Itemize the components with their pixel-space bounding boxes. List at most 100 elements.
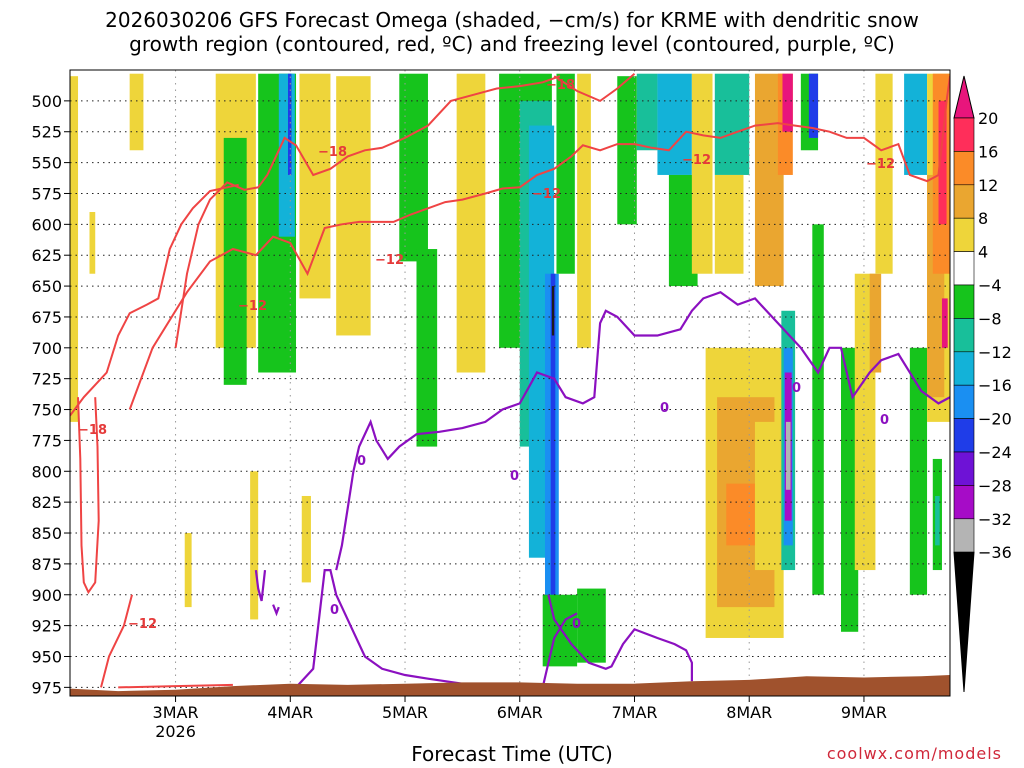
colorbar-swatch <box>953 117 975 152</box>
y-tick-label: 925 <box>31 617 62 636</box>
y-tick-label: 525 <box>31 123 62 142</box>
omega-shade-cell <box>636 73 658 151</box>
x-tick-label: 8MAR <box>726 703 772 722</box>
colorbar-swatch <box>953 251 975 286</box>
y-axis: 500 525 550 575 600 625 650 675 700 725 750 775 800 8… <box>31 92 70 697</box>
omega-shade-cell <box>129 73 144 151</box>
y-tick-label: 750 <box>31 401 62 420</box>
omega-shade-cell <box>250 471 259 620</box>
chart-title: 2026030206 GFS Forecast Omega (shaded, −… <box>0 8 1024 56</box>
colorbar-label: −28 <box>978 476 1012 495</box>
contour-label-purple: 0 <box>880 413 889 428</box>
colorbar-bottom-arrow <box>953 551 975 693</box>
colorbar-swatch <box>953 518 975 553</box>
colorbar-label: 16 <box>978 142 998 161</box>
contour-label-red: −18 <box>546 78 575 93</box>
contour-label-red: −12 <box>375 253 404 268</box>
omega-shade-cell <box>551 286 555 336</box>
y-tick-label: 725 <box>31 370 62 389</box>
contour-labels: −18 −18 −18 −12 −12 −12 −12 −12 −12 0 0 … <box>78 78 895 632</box>
terrain <box>70 675 950 696</box>
omega-shading <box>70 73 950 667</box>
colorbar-label: −16 <box>978 376 1012 395</box>
x-tick-label: 5MAR <box>382 703 428 722</box>
omega-shade-cell <box>657 73 692 175</box>
y-tick-label: 700 <box>31 339 62 358</box>
colorbar-label: 20 <box>978 109 998 128</box>
colorbar-swatch <box>953 318 975 353</box>
omega-shade-cell <box>550 273 556 595</box>
contours <box>70 72 950 690</box>
x-tick-label: 4MAR <box>267 703 313 722</box>
x-tick-label: 3MAR <box>153 703 199 722</box>
y-tick-label: 575 <box>31 184 62 203</box>
omega-shade-cell <box>399 73 428 262</box>
colorbar-swatch <box>953 284 975 319</box>
freezing-level-contour-purple <box>335 290 950 571</box>
y-tick-label: 825 <box>31 493 62 512</box>
freezing-level-contour-purple <box>254 569 267 602</box>
x-tick-label: 7MAR <box>611 703 657 722</box>
contour-label-purple: 0 <box>330 603 339 618</box>
x-tick-label: 6MAR <box>497 703 543 722</box>
omega-shade-cell <box>301 495 311 583</box>
omega-shade-cell <box>70 76 79 422</box>
colorbar-swatch <box>953 351 975 386</box>
y-tick-label: 900 <box>31 586 62 605</box>
colorbar-swatch <box>953 184 975 219</box>
contour-label-red: −18 <box>78 423 107 438</box>
freezing-level-contour-purple <box>295 569 486 689</box>
y-tick-label: 775 <box>31 431 62 450</box>
omega-shade-cell <box>577 588 606 663</box>
colorbar-label: −20 <box>978 410 1012 429</box>
omega-shade-cell <box>416 249 438 447</box>
omega-shade-cell <box>782 73 793 132</box>
freezing-level-contour-purple <box>541 612 578 688</box>
terrain-fill <box>70 675 950 696</box>
omega-shade-cell <box>299 73 331 299</box>
colorbar-swatch <box>953 418 975 453</box>
y-tick-label: 600 <box>31 215 62 234</box>
contour-label-red: −12 <box>128 617 157 632</box>
x-tick-sublabel: 2026 <box>155 722 196 741</box>
dgz-contour-red <box>118 683 233 689</box>
omega-shade-cell <box>617 76 637 225</box>
colorbar-label: 12 <box>978 176 998 195</box>
x-tick-label: 9MAR <box>841 703 887 722</box>
y-tick-label: 800 <box>31 462 62 481</box>
omega-shade-cell <box>785 421 791 490</box>
colorbar-label: 8 <box>978 209 988 228</box>
colorbar-swatch <box>953 151 975 186</box>
x-axis-title: Forecast Time (UTC) <box>411 742 613 766</box>
omega-shade-cell <box>841 347 859 632</box>
omega-shade-cell <box>935 495 940 546</box>
colorbar-label: 4 <box>978 243 988 262</box>
freezing-level-contour-purple <box>547 594 693 682</box>
omega-shade-cell <box>223 137 247 385</box>
omega-shade-cell <box>726 483 755 546</box>
y-tick-label: 850 <box>31 524 62 543</box>
contour-label-red: −12 <box>682 153 711 168</box>
colorbar-label: −12 <box>978 343 1012 362</box>
omega-shade-cell <box>938 100 947 225</box>
y-tick-label: 650 <box>31 277 62 296</box>
colorbar-label: −4 <box>978 276 1002 295</box>
omega-shade-cell <box>89 211 96 274</box>
contour-label-purple: 0 <box>792 381 801 396</box>
contour-label-purple: 0 <box>660 401 669 416</box>
omega-shade-cell <box>714 73 750 175</box>
omega-shade-cell <box>336 76 371 336</box>
plot-area: −18 −18 −18 −12 −12 −12 −12 −12 −12 0 0 … <box>69 69 951 697</box>
dgz-contour-red <box>128 76 950 410</box>
chart-title-line-1: 2026030206 GFS Forecast Omega (shaded, −… <box>105 8 919 32</box>
colorbar-label: −36 <box>978 543 1012 562</box>
dgz-contour-red <box>100 594 133 688</box>
colorbar-swatch <box>953 384 975 419</box>
omega-shade-cell <box>691 73 713 274</box>
colorbar-legend: 20 16 12 8 4 −4 −8 −12 −16 −20 −24 −28 −32 −36 <box>953 75 1012 693</box>
contour-label-red: −12 <box>532 187 561 202</box>
y-tick-label: 950 <box>31 647 62 666</box>
omega-shade-cell <box>869 273 882 373</box>
contour-label-purple: 0 <box>572 617 581 632</box>
contour-label-red: −12 <box>866 157 895 172</box>
